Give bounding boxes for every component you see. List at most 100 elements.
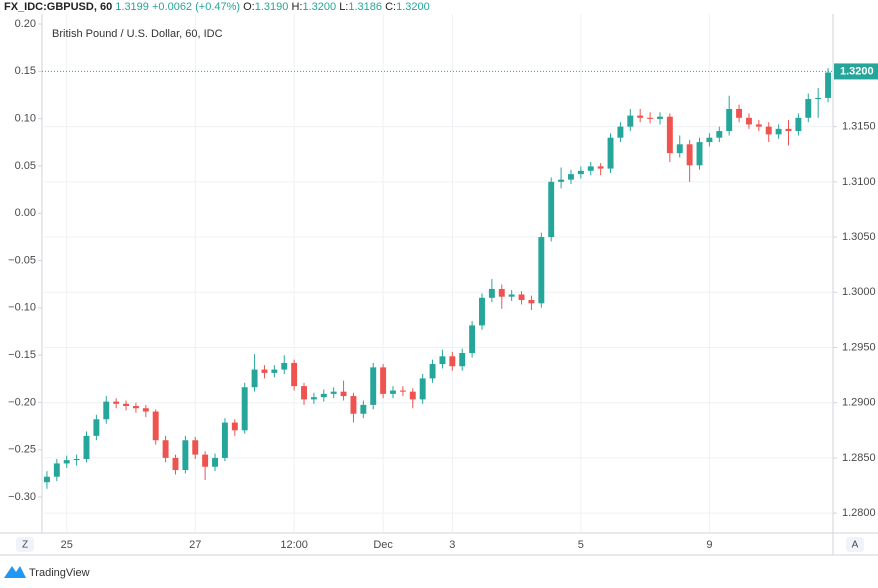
candle-body xyxy=(449,356,456,367)
y-tick-label: 1.3150 xyxy=(842,121,876,133)
candle-body xyxy=(281,362,288,370)
y-tick-label: 1.3000 xyxy=(842,286,876,298)
candle-body xyxy=(132,406,139,409)
candle-body xyxy=(231,422,238,431)
candle-body xyxy=(597,166,604,169)
candle-body xyxy=(390,390,396,394)
y2-tick-label: 0.10 xyxy=(15,113,36,125)
x-tick-label: 3 xyxy=(449,539,455,551)
y2-tick-label: −0.25 xyxy=(8,444,36,456)
candle-body xyxy=(508,294,515,297)
candle-body xyxy=(370,367,377,405)
candle-body xyxy=(765,126,772,135)
candle-body xyxy=(686,144,693,166)
l-label: L: xyxy=(339,1,349,13)
candle-body xyxy=(63,460,70,464)
legend-title: British Pound / U.S. Dollar, 60, IDC xyxy=(52,28,223,40)
header: FX_IDC:GBPUSD, 60 1.3199 +0.0062 (+0.47%… xyxy=(4,0,430,14)
candle-body xyxy=(340,391,347,397)
candle-body xyxy=(182,440,189,471)
y-tick-label: 1.3100 xyxy=(842,176,876,188)
candle-body xyxy=(657,116,663,119)
logo xyxy=(4,566,26,578)
candle-body xyxy=(310,397,317,400)
z-label: Z xyxy=(22,540,28,551)
candle-body xyxy=(43,476,50,483)
candle-body xyxy=(360,404,367,414)
candle-body xyxy=(676,144,683,154)
candle-body xyxy=(261,369,268,373)
candle-body xyxy=(123,403,130,407)
candle-body xyxy=(221,422,228,458)
candle-body xyxy=(399,390,406,392)
candle-body xyxy=(93,419,100,436)
z-button[interactable] xyxy=(16,537,34,552)
candle-body xyxy=(301,386,307,400)
y2-tick-label: −0.15 xyxy=(8,349,36,361)
candle-body xyxy=(429,364,436,379)
candle-body xyxy=(409,391,416,400)
candle-body xyxy=(716,131,723,138)
candle-body xyxy=(271,369,278,373)
candle-body xyxy=(241,387,248,431)
y2-tick-label: 0.05 xyxy=(15,160,36,172)
candle-body xyxy=(518,294,525,301)
symbol: FX_IDC:GBPUSD, 60 xyxy=(4,1,113,13)
candle-body xyxy=(142,408,149,412)
candle-body xyxy=(330,391,337,394)
candle-body xyxy=(162,440,169,458)
h-value: 1.3200 xyxy=(302,1,337,13)
candle-body xyxy=(785,128,792,132)
candle-body xyxy=(380,367,387,394)
candle-body xyxy=(538,237,545,304)
y-tick-label: 1.2900 xyxy=(842,397,876,409)
y-tick-label: 1.2950 xyxy=(842,341,876,353)
candle-body xyxy=(83,435,90,460)
y-tick-label: 1.2800 xyxy=(842,507,876,519)
candle-body xyxy=(320,393,327,398)
candle-body xyxy=(291,362,298,387)
c-label: C: xyxy=(385,1,397,13)
y-tick-label: 1.3050 xyxy=(842,231,876,243)
candle-body xyxy=(745,117,752,125)
brand: TradingView xyxy=(29,567,90,579)
a-button[interactable] xyxy=(846,537,864,552)
candle-body xyxy=(558,179,565,182)
candle-body xyxy=(488,288,495,298)
candle-body xyxy=(172,457,179,471)
last-price-tag xyxy=(834,63,878,80)
x-tick-label: 27 xyxy=(189,539,201,551)
candle-body xyxy=(152,411,159,441)
y2-tick-label: 0.00 xyxy=(15,207,36,219)
candle-body xyxy=(469,325,476,354)
x-tick-label: 25 xyxy=(61,539,73,551)
candle-body xyxy=(459,353,466,367)
candle-body xyxy=(726,108,733,132)
candle-body xyxy=(696,142,703,166)
candle-body xyxy=(498,288,505,297)
candle-body xyxy=(439,356,446,365)
candle-body xyxy=(528,300,535,304)
o-label: O: xyxy=(243,1,255,13)
o-value: 1.3190 xyxy=(254,1,289,13)
candle-body xyxy=(627,115,634,127)
last: 1.3199 xyxy=(115,1,149,13)
candle-body xyxy=(113,401,120,404)
y2-tick-label: 0.20 xyxy=(15,18,36,30)
candle-body xyxy=(212,457,218,467)
candle-body xyxy=(568,174,574,180)
candle-body xyxy=(805,99,812,118)
candle-body xyxy=(825,72,832,98)
candle-body xyxy=(350,396,357,414)
x-tick-label: 12:00 xyxy=(280,539,308,551)
candle-body xyxy=(607,137,614,169)
candle-body xyxy=(479,297,485,326)
candle-body xyxy=(192,440,199,455)
candle-body xyxy=(103,401,110,420)
y2-tick-label: −0.10 xyxy=(8,302,36,314)
candle-body xyxy=(419,378,426,400)
x-tick-label: 9 xyxy=(706,539,712,551)
last-price-label: 1.3200 xyxy=(840,65,874,77)
